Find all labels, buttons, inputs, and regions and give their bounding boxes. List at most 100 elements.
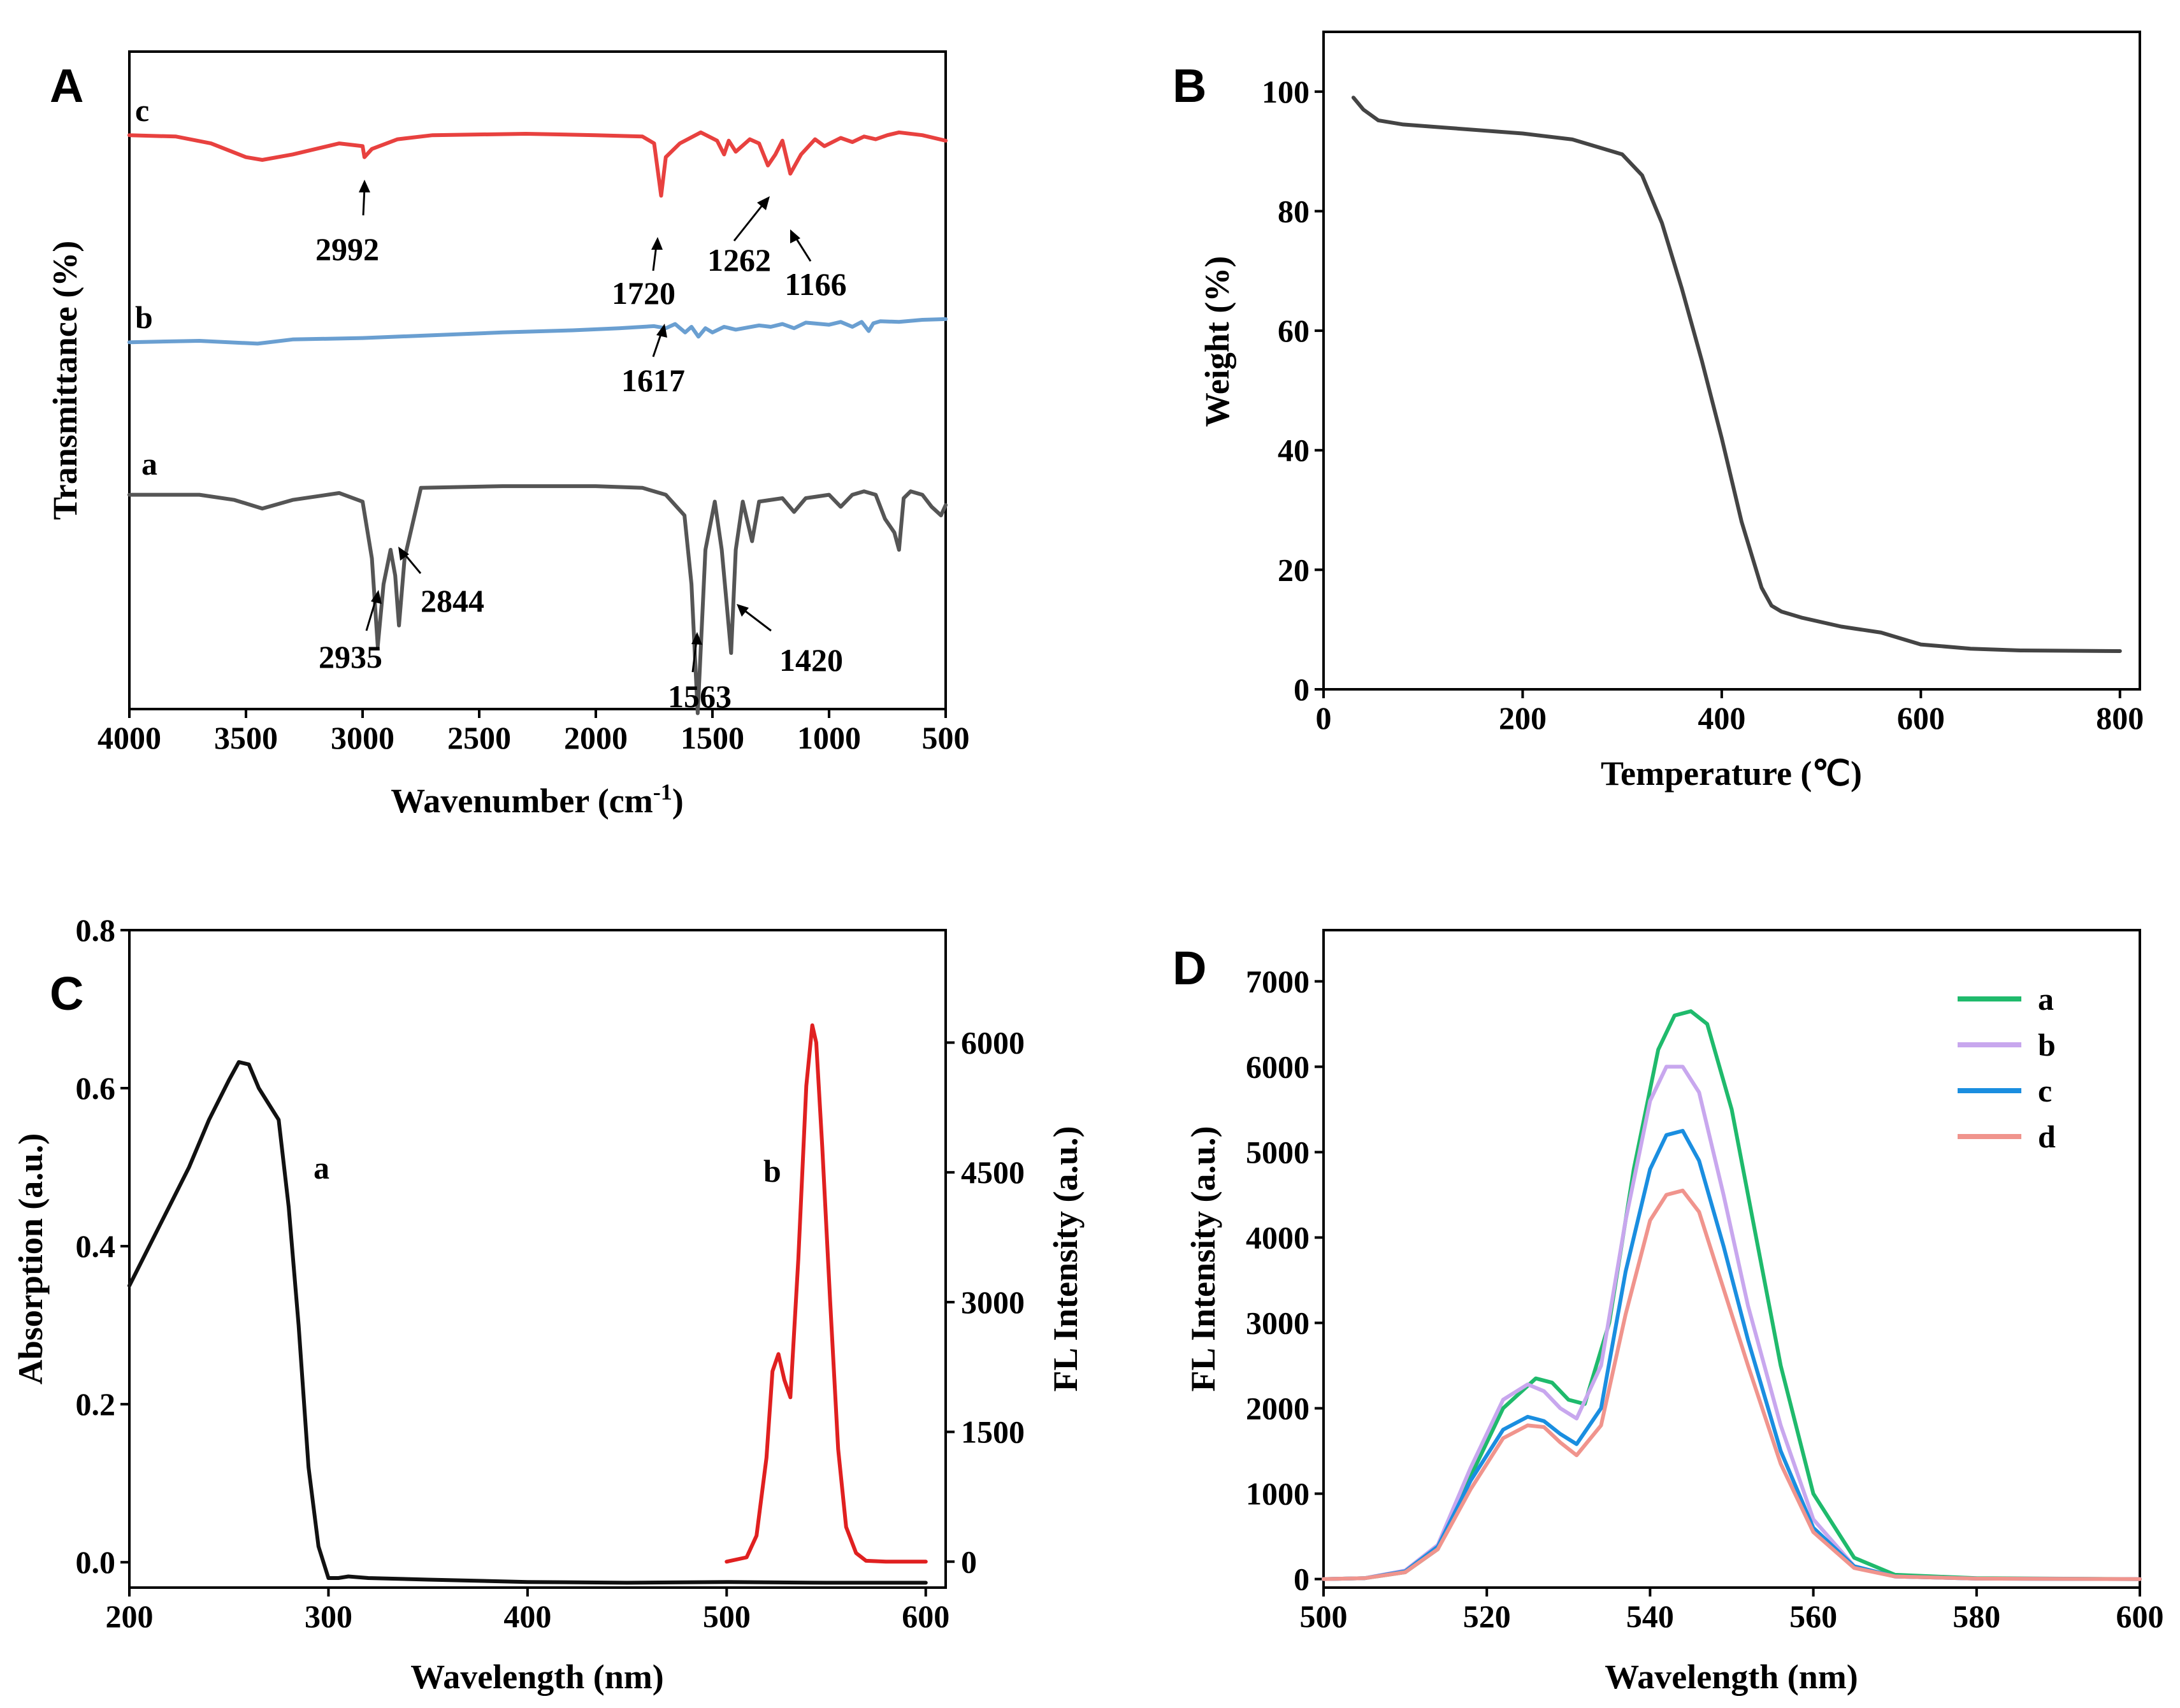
y-c-tick-label: 0.0	[76, 1544, 116, 1580]
x-d-tick-label: 600	[2116, 1598, 2164, 1634]
y-right-c-tick-label: 3000	[961, 1284, 1025, 1320]
y-d-tick-label: 7000	[1246, 963, 1310, 999]
series-a-curves	[127, 130, 948, 715]
plot-frame-b	[1322, 31, 2141, 691]
x-a-tick-label: 2000	[564, 720, 628, 756]
y-axis-label-b: Weight (%)	[1198, 256, 1236, 427]
y-right-c-tick-label: 0	[961, 1544, 977, 1579]
x-a-tick-label: 1500	[681, 720, 744, 756]
legend-label-c: c	[2038, 1073, 2052, 1109]
legend-label-a: a	[2038, 981, 2054, 1017]
panel-c: C 200 300 400 500 600 0.0 0.2 0.4 0.6 0.8 0 1500 300…	[11, 912, 1085, 1696]
ticks-c: 200 300 400 500 600 0.0 0.2 0.4 0.6 0.8 0 1500 3000 4…	[76, 912, 1025, 1634]
arrowhead-2844	[398, 547, 409, 561]
arrow-1617	[652, 332, 663, 357]
x-axis-label-c: Wavelength (nm)	[410, 1658, 664, 1696]
y-d-tick-label: 4000	[1246, 1219, 1310, 1255]
annotations-a: 2992 1720 1262 1166 1617 2935 2844 1563	[315, 180, 847, 714]
series-c-curves	[127, 1023, 928, 1585]
series-a-line	[127, 1060, 928, 1585]
y-b-tick-label: 20	[1278, 552, 1310, 587]
series-label-b: b	[135, 299, 153, 335]
arrowhead-1420	[737, 604, 749, 617]
plot-frame-d	[1322, 929, 2141, 1589]
x-a-tick-label: 500	[922, 720, 970, 756]
y-b-tick-label: 80	[1278, 193, 1310, 229]
x-axis-label-a: Wavenumber (cm-1)	[391, 779, 683, 820]
x-b-tick-label: 800	[2096, 700, 2144, 736]
arrow-1262	[733, 203, 765, 241]
x-a-tick-label: 3000	[331, 720, 394, 756]
arrowhead-2992	[359, 180, 370, 192]
y-axis-label-a: Transmittance (%)	[46, 241, 84, 520]
y-c-tick-label: 0.4	[76, 1228, 116, 1264]
x-a-tick-label: 3500	[214, 720, 278, 756]
series-a-line	[1322, 1009, 2142, 1581]
annotation-1563: 1563	[668, 678, 732, 714]
x-c-tick-label: 400	[503, 1598, 551, 1634]
y-axis-label-d: FL Intensity (a.u.)	[1184, 1126, 1222, 1391]
x-c-tick-label: 200	[106, 1598, 154, 1634]
y-d-tick-label: 2000	[1246, 1391, 1310, 1426]
ticks-b: 0 200 400 600 800 0 20 40 60 80 100	[1262, 74, 2144, 736]
y-d-tick-label: 0	[1294, 1561, 1310, 1597]
x-b-tick-label: 200	[1499, 700, 1547, 736]
arrow-1166	[794, 236, 812, 262]
annotation-1420: 1420	[779, 642, 843, 678]
arrow-2844	[403, 554, 422, 574]
y-c-tick-label: 0.6	[76, 1070, 116, 1106]
tga-line	[1351, 96, 2122, 653]
x-c-tick-label: 600	[902, 1598, 949, 1634]
annotation-2844: 2844	[421, 583, 484, 619]
y-right-c-tick-label: 1500	[961, 1414, 1025, 1450]
x-c-tick-label: 300	[305, 1598, 352, 1634]
x-a-tick-label: 4000	[97, 720, 161, 756]
x-axis-label-b: Temperature (℃)	[1601, 754, 1862, 793]
y-d-tick-label: 1000	[1246, 1476, 1310, 1512]
y-b-tick-label: 60	[1278, 313, 1310, 348]
arrowhead-1617	[656, 324, 667, 338]
panel-label-a: A	[50, 59, 83, 112]
arrow-1563	[691, 640, 698, 673]
series-label-c: c	[135, 92, 149, 128]
annotation-1720: 1720	[612, 275, 675, 311]
series-label-b-c: b	[763, 1153, 781, 1189]
panel-d: D 500 520 540 560 580 60001000200030004000500…	[1173, 929, 2164, 1696]
panel-label-d: D	[1173, 942, 1206, 994]
y-right-c-tick-label: 4500	[961, 1154, 1025, 1190]
annotation-1166: 1166	[784, 266, 846, 302]
series-b-line	[127, 317, 948, 346]
series-d-line	[1322, 1188, 2142, 1581]
arrowhead-2935	[371, 590, 382, 604]
arrow-2992	[362, 187, 366, 216]
x-d-tick-label: 560	[1789, 1598, 1837, 1634]
y-axis-label-right-c: FL Intensity (a.u.)	[1046, 1126, 1085, 1391]
series-a-line	[127, 484, 948, 715]
annotation-2992: 2992	[315, 231, 379, 267]
series-label-a-c: a	[314, 1150, 329, 1186]
x-d-tick-label: 540	[1626, 1598, 1674, 1634]
legend-label-d: d	[2038, 1119, 2056, 1154]
arrow-1420	[744, 609, 772, 632]
x-b-tick-label: 0	[1316, 700, 1332, 736]
series-label-a: a	[141, 446, 157, 482]
x-axis-label-d: Wavelength (nm)	[1605, 1658, 1858, 1696]
panel-b: B 0 200 400 600 800 0 20 40 60 80 100 Temperature …	[1173, 31, 2144, 793]
annotation-1617: 1617	[621, 362, 685, 398]
x-a-tick-label: 1000	[797, 720, 861, 756]
arrow-2935	[365, 598, 377, 631]
annotation-2935: 2935	[319, 639, 382, 675]
x-b-tick-label: 400	[1698, 700, 1745, 736]
y-d-tick-label: 5000	[1246, 1134, 1310, 1170]
panel-a: A 4000 3500 3000 2500 2000 1500 1000 500 Wavenu…	[46, 50, 970, 820]
x-d-tick-label: 500	[1300, 1598, 1348, 1634]
x-d-tick-label: 580	[1953, 1598, 2000, 1634]
y-c-tick-label: 0.2	[76, 1386, 116, 1422]
plot-frame-c	[128, 929, 947, 1589]
arrowhead-1563	[691, 632, 702, 645]
y-b-tick-label: 40	[1278, 433, 1310, 468]
arrowhead-1166	[790, 229, 800, 243]
panel-label-b: B	[1173, 59, 1206, 112]
